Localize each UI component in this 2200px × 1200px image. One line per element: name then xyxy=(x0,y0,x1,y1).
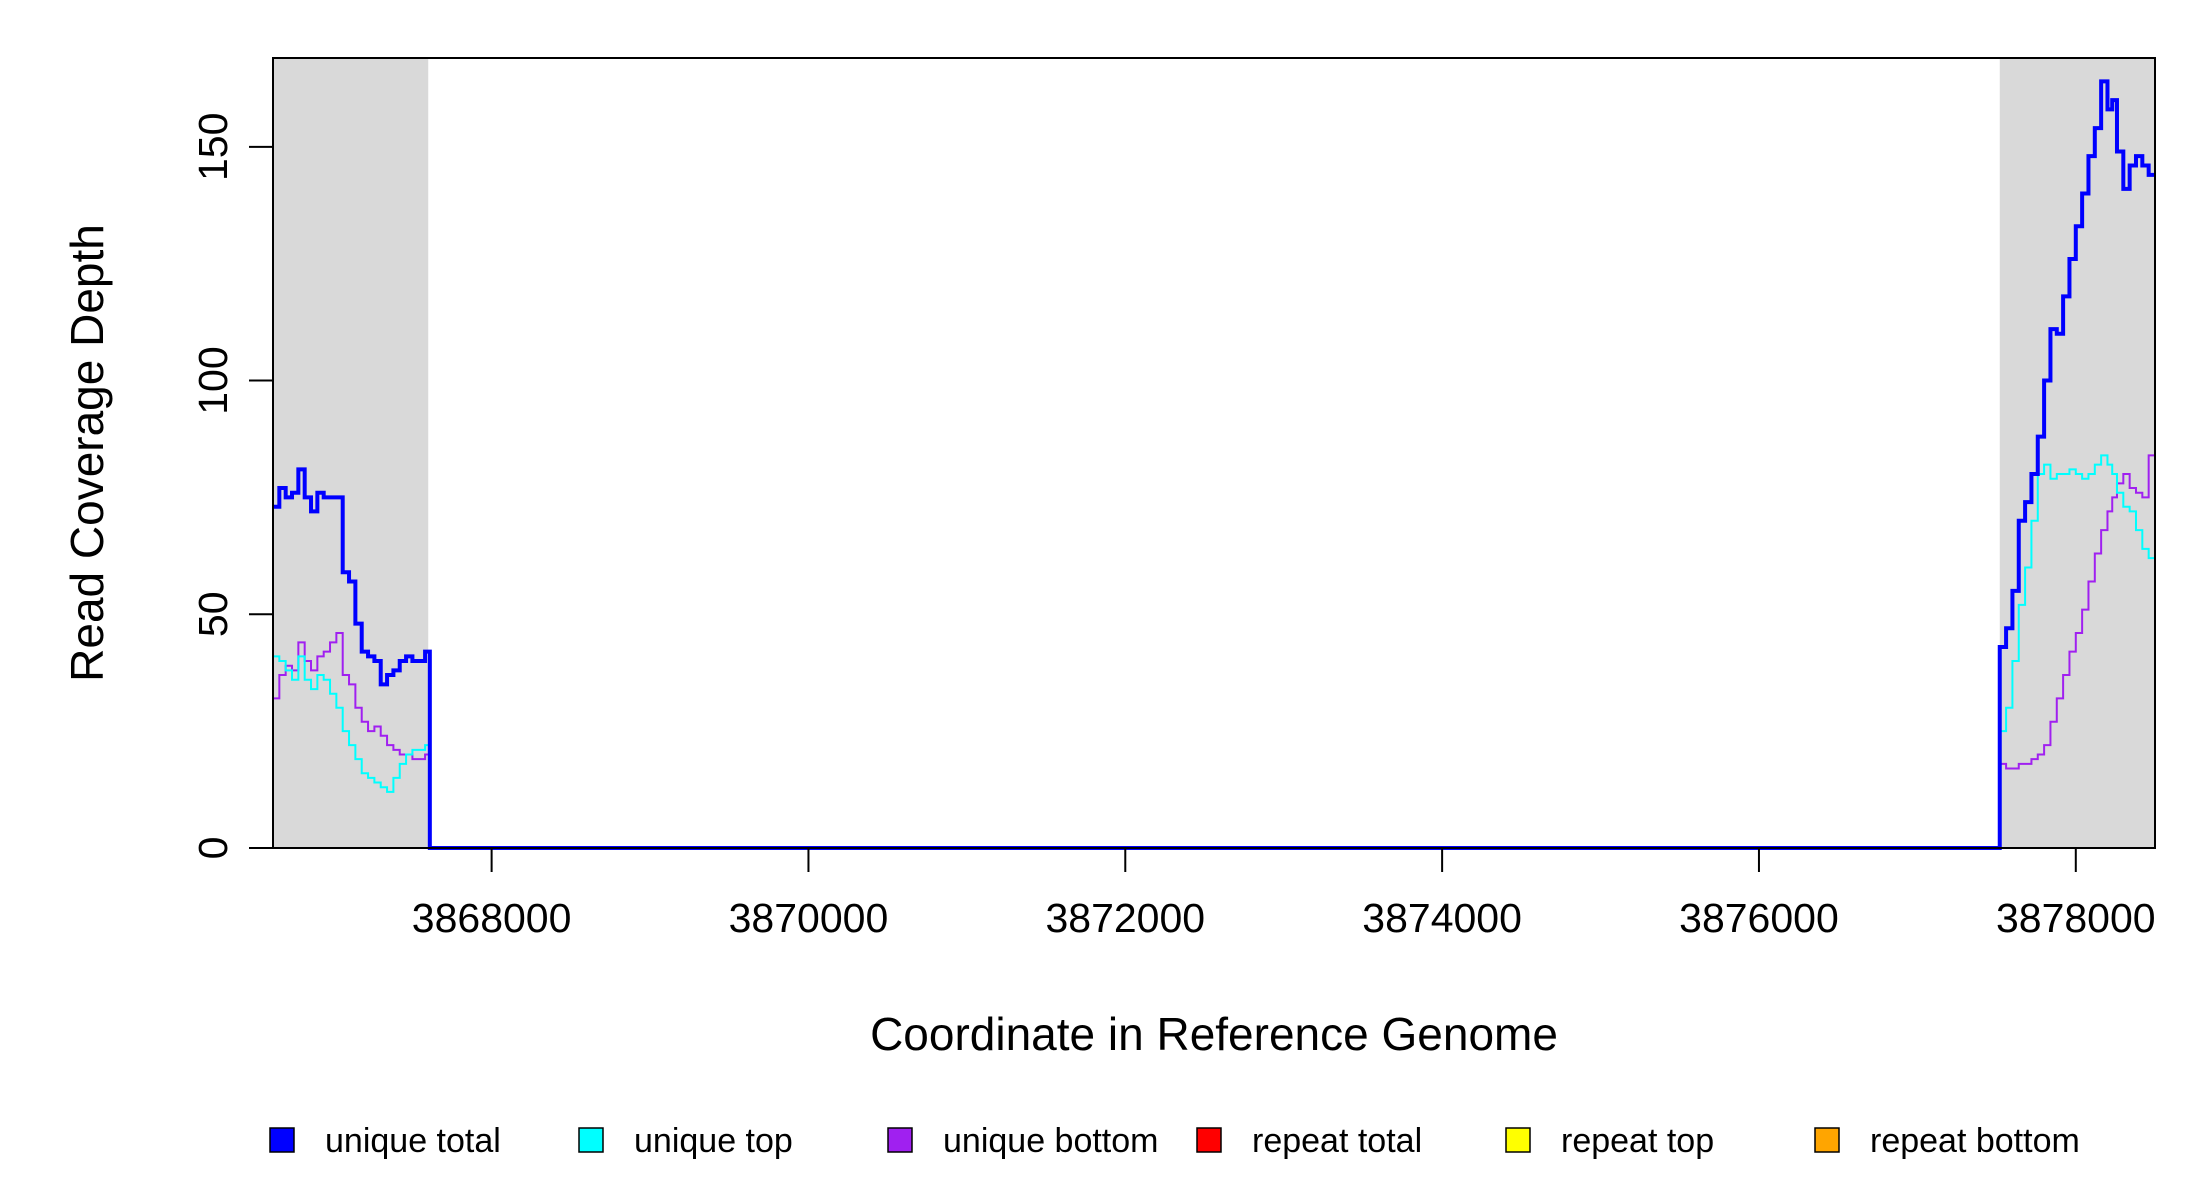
y-tick-label-1: 50 xyxy=(190,591,236,637)
series-unique-bottom xyxy=(273,454,2155,849)
series-unique-total xyxy=(273,79,2155,850)
shaded-region-1 xyxy=(1999,58,2155,848)
x-axis: 3868000 3870000 3872000 3874000 3876000 38780… xyxy=(412,848,2156,941)
y-tick-label-0: 0 xyxy=(190,837,236,860)
x-tick-label-0: 3868000 xyxy=(412,895,572,941)
x-tick-label-3: 3874000 xyxy=(1362,895,1522,941)
legend: unique total unique top unique bottom repea… xyxy=(269,1122,2080,1160)
legend-swatch-unique-total xyxy=(269,1127,295,1153)
legend-label-unique-bottom: unique bottom xyxy=(943,1122,1159,1160)
y-tick-label-2: 100 xyxy=(190,346,236,414)
legend-swatch-repeat-total xyxy=(1196,1127,1222,1153)
series-lines xyxy=(273,79,2155,850)
x-tick-label-5: 3878000 xyxy=(1996,895,2156,941)
y-axis: 0 50 100 150 xyxy=(190,113,273,860)
legend-label-unique-top: unique top xyxy=(634,1122,793,1160)
legend-swatch-unique-bottom xyxy=(887,1127,913,1153)
y-axis-title: Read Coverage Depth xyxy=(61,224,113,682)
shaded-regions xyxy=(273,58,2155,848)
x-tick-label-1: 3870000 xyxy=(729,895,889,941)
legend-label-repeat-total: repeat total xyxy=(1252,1122,1422,1160)
x-tick-label-2: 3872000 xyxy=(1045,895,1205,941)
y-tick-label-3: 150 xyxy=(190,113,236,181)
legend-swatch-repeat-bottom xyxy=(1814,1127,1840,1153)
legend-label-unique-total: unique total xyxy=(325,1122,501,1160)
legend-swatch-unique-top xyxy=(578,1127,604,1153)
series-unique-top xyxy=(273,454,2155,849)
legend-swatch-repeat-top xyxy=(1505,1127,1531,1153)
legend-label-repeat-bottom: repeat bottom xyxy=(1870,1122,2080,1160)
x-tick-label-4: 3876000 xyxy=(1679,895,1839,941)
plot-frame xyxy=(272,57,2156,849)
shaded-region-0 xyxy=(273,58,429,848)
x-axis-title: Coordinate in Reference Genome xyxy=(870,1008,1558,1060)
legend-label-repeat-top: repeat top xyxy=(1561,1122,1714,1160)
